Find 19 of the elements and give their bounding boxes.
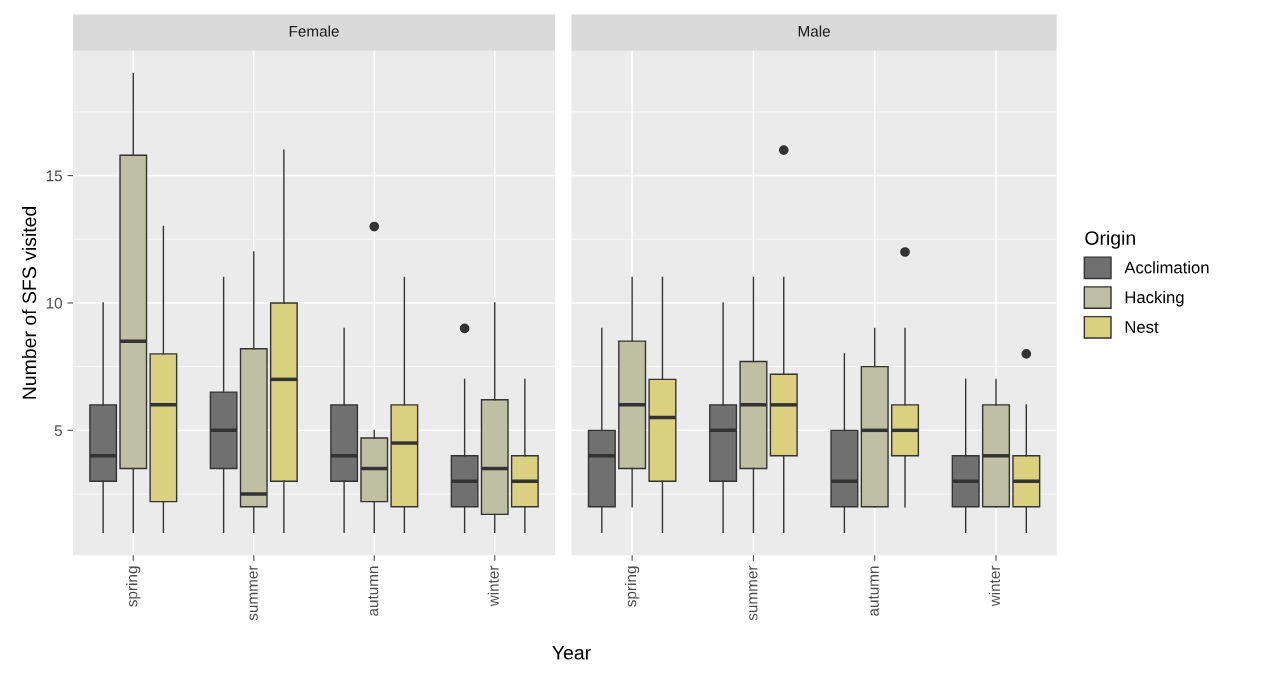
x-tick-label: autumn — [368, 566, 379, 616]
legend-label: Nest — [1125, 321, 1159, 333]
x-axis-title: Year — [552, 646, 591, 660]
legend-label: Acclimation — [1124, 261, 1209, 274]
x-tick-label: summer — [249, 565, 258, 621]
x-tick-label: winter — [487, 565, 499, 607]
chart-title: Male — [798, 25, 830, 37]
y-tick-label: 15 — [46, 170, 62, 182]
chart-title: Female — [289, 25, 339, 37]
y-tick-label: 5 — [54, 425, 62, 437]
y-axis-title: Number of SFS visited — [21, 206, 37, 399]
x-tick-label: spring — [126, 566, 141, 607]
x-tick-label: spring — [625, 566, 640, 607]
y-tick-label: 10 — [46, 297, 63, 309]
x-tick-label: winter — [988, 565, 1001, 607]
x-tick-label: autumn — [868, 566, 879, 616]
x-tick-label: summer — [749, 565, 758, 621]
legend-title: Origin — [1085, 230, 1135, 249]
legend-label: Hacking — [1125, 290, 1184, 307]
